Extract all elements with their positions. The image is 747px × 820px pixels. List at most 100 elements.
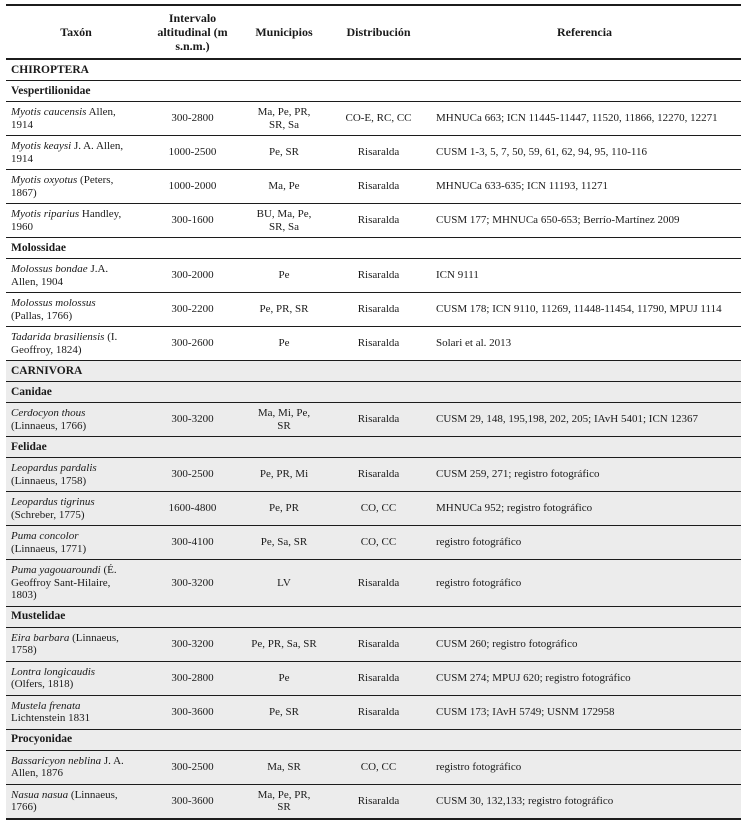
species-row: Leopardus pardalis (Linnaeus, 1758) 300-2… xyxy=(6,457,741,492)
taxon-cell: Molossus bondae J.A. Allen, 1904 xyxy=(6,258,146,293)
taxon-author: (Schreber, 1775) xyxy=(11,508,85,521)
distribucion-cell: Risaralda xyxy=(329,695,428,730)
section-label-order: CHIROPTERA xyxy=(6,59,741,81)
municipios-cell: Ma, Pe, PR, SR, Sa xyxy=(239,101,329,136)
section-label-family: Mustelidae xyxy=(6,606,741,628)
distribucion-cell: Risaralda xyxy=(329,784,428,819)
municipios-cell: Pe xyxy=(239,326,329,361)
distribucion-cell: Risaralda xyxy=(329,627,428,662)
taxon-cell: Tadarida brasiliensis (I. Geoffroy, 1824… xyxy=(6,326,146,361)
species-row: Nasua nasua (Linnaeus, 1766) 300-3600 Ma, … xyxy=(6,784,741,819)
taxon-scientific-name: Puma concolor xyxy=(11,530,79,542)
family-row: Vespertilionidae xyxy=(6,80,741,102)
distribucion-cell: CO, CC xyxy=(329,750,428,785)
taxon-author: J.A. Allen, 1904 xyxy=(11,263,109,288)
taxon-author: (I. Geoffroy, 1824) xyxy=(11,331,118,356)
species-row: Molossus molossus (Pallas, 1766) 300-2200… xyxy=(6,292,741,327)
taxon-scientific-name: Nasua nasua xyxy=(11,788,69,801)
taxon-author: Lichtenstein 1831 xyxy=(11,712,91,724)
interval-cell: 300-4100 xyxy=(146,525,239,560)
distribucion-cell: Risaralda xyxy=(329,326,428,361)
distribucion-cell: Risaralda xyxy=(329,169,428,204)
distribucion-cell: Risaralda xyxy=(329,292,428,327)
taxon-scientific-name: Myotis keaysi xyxy=(11,140,72,152)
taxon-cell: Myotis oxyotus (Peters, 1867) xyxy=(6,169,146,204)
table-header: Taxón Intervalo altitudinal (m s.n.m.) M… xyxy=(6,5,741,60)
referencia-cell: CUSM 178; ICN 9110, 11269, 11448-11454, … xyxy=(428,292,741,327)
taxon-cell: Puma concolor (Linnaeus, 1771) xyxy=(6,525,146,560)
taxon-cell: Mustela frenata Lichtenstein 1831 xyxy=(6,695,146,730)
taxon-author: (Linnaeus, 1766) xyxy=(11,419,87,432)
referencia-cell: registro fotográfico xyxy=(428,525,741,560)
taxon-author: (Linnaeus, 1771) xyxy=(11,542,87,555)
taxon-author: (Peters, 1867) xyxy=(11,174,114,199)
table-body: CHIROPTERA Vespertilionidae Myotis caucens… xyxy=(6,59,741,819)
interval-cell: 300-2800 xyxy=(146,101,239,136)
col-header-taxon: Taxón xyxy=(6,5,146,60)
taxon-cell: Cerdocyon thous (Linnaeus, 1766) xyxy=(6,402,146,437)
species-row: Leopardus tigrinus (Schreber, 1775) 1600-… xyxy=(6,491,741,526)
municipios-cell: Ma, Pe, PR, SR xyxy=(239,784,329,819)
taxon-cell: Myotis riparius Handley, 1960 xyxy=(6,203,146,238)
taxon-author: (Pallas, 1766) xyxy=(11,309,73,322)
taxon-author: (É. Geoffroy Sant-Hilaire, 1803) xyxy=(11,564,117,601)
distribucion-cell: Risaralda xyxy=(329,135,428,170)
taxon-cell: Nasua nasua (Linnaeus, 1766) xyxy=(6,784,146,819)
referencia-cell: CUSM 29, 148, 195,198, 202, 205; IAvH 54… xyxy=(428,402,741,437)
interval-cell: 1000-2000 xyxy=(146,169,239,204)
family-row: Molossidae xyxy=(6,237,741,259)
distribucion-cell: Risaralda xyxy=(329,258,428,293)
taxon-author: Handley, 1960 xyxy=(11,208,122,233)
taxon-cell: Leopardus pardalis (Linnaeus, 1758) xyxy=(6,457,146,492)
section-label-family: Felidae xyxy=(6,436,741,458)
taxon-scientific-name: Myotis caucensis xyxy=(11,106,87,118)
taxon-author: J. A. Allen, 1876 xyxy=(11,754,124,780)
distribucion-cell: Risaralda xyxy=(329,203,428,238)
section-label-family: Vespertilionidae xyxy=(6,80,741,102)
municipios-cell: LV xyxy=(239,559,329,607)
species-row: Myotis riparius Handley, 1960 300-1600 BU,… xyxy=(6,203,741,238)
referencia-cell: ICN 9111 xyxy=(428,258,741,293)
species-row: Lontra longicaudis (Olfers, 1818) 300-280… xyxy=(6,661,741,696)
distribucion-cell: Risaralda xyxy=(329,559,428,607)
municipios-cell: Pe, PR, Sa, SR xyxy=(239,627,329,662)
referencia-cell: MHNUCa 952; registro fotográfico xyxy=(428,491,741,526)
distribucion-cell: CO, CC xyxy=(329,491,428,526)
section-label-family: Procyonidae xyxy=(6,729,741,751)
species-row: Puma yagouaroundi (É. Geoffroy Sant-Hila… xyxy=(6,559,741,607)
interval-cell: 300-2200 xyxy=(146,292,239,327)
referencia-cell: MHNUCa 663; ICN 11445-11447, 11520, 1186… xyxy=(428,101,741,136)
taxon-author: J. A. Allen, 1914 xyxy=(11,140,124,165)
taxon-author: (Linnaeus, 1758) xyxy=(11,631,119,657)
header-row: Taxón Intervalo altitudinal (m s.n.m.) M… xyxy=(6,5,741,60)
species-row: Mustela frenata Lichtenstein 1831 300-360… xyxy=(6,695,741,730)
municipios-cell: Ma, Mi, Pe, SR xyxy=(239,402,329,437)
municipios-cell: Pe, SR xyxy=(239,135,329,170)
referencia-cell: CUSM 30, 132,133; registro fotográfico xyxy=(428,784,741,819)
interval-cell: 300-2800 xyxy=(146,661,239,696)
taxon-author: (Linnaeus, 1766) xyxy=(11,788,118,814)
taxon-cell: Bassaricyon neblina J. A. Allen, 1876 xyxy=(6,750,146,785)
referencia-cell: CUSM 173; IAvH 5749; USNM 172958 xyxy=(428,695,741,730)
taxon-scientific-name: Tadarida brasiliensis xyxy=(11,331,105,343)
municipios-cell: Pe xyxy=(239,258,329,293)
municipios-cell: BU, Ma, Pe, SR, Sa xyxy=(239,203,329,238)
species-row: Molossus bondae J.A. Allen, 1904 300-2000… xyxy=(6,258,741,293)
taxon-scientific-name: Cerdocyon thous xyxy=(11,407,86,419)
col-header-intervalo: Intervalo altitudinal (m s.n.m.) xyxy=(146,5,239,60)
section-label-order: CARNIVORA xyxy=(6,360,741,382)
municipios-cell: Pe, SR xyxy=(239,695,329,730)
species-row: Puma concolor (Linnaeus, 1771) 300-4100 Pe… xyxy=(6,525,741,560)
referencia-cell: CUSM 259, 271; registro fotográfico xyxy=(428,457,741,492)
species-table: Taxón Intervalo altitudinal (m s.n.m.) M… xyxy=(6,4,741,820)
species-row: Bassaricyon neblina J. A. Allen, 1876 300… xyxy=(6,750,741,785)
taxon-cell: Leopardus tigrinus (Schreber, 1775) xyxy=(6,491,146,526)
municipios-cell: Pe xyxy=(239,661,329,696)
taxon-cell: Myotis caucensis Allen, 1914 xyxy=(6,101,146,136)
col-header-distribucion: Distribución xyxy=(329,5,428,60)
interval-cell: 1600-4800 xyxy=(146,491,239,526)
family-row: Procyonidae xyxy=(6,729,741,751)
taxon-author: (Olfers, 1818) xyxy=(11,678,74,690)
order-row: CARNIVORA xyxy=(6,360,741,382)
